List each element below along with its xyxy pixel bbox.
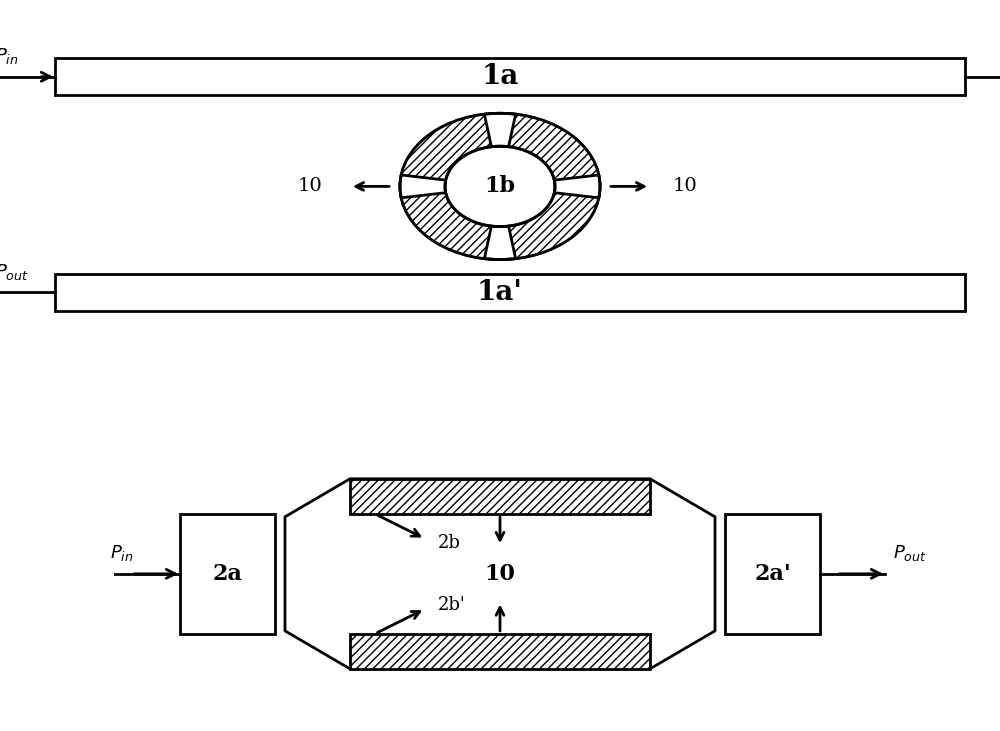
Text: 2a': 2a'	[754, 563, 791, 585]
Wedge shape	[400, 175, 446, 198]
Text: 2b': 2b'	[438, 596, 466, 613]
Bar	[350, 479, 650, 514]
Wedge shape	[484, 226, 516, 260]
Text: 10: 10	[298, 178, 322, 195]
Bar	[55, 274, 965, 311]
Wedge shape	[484, 113, 516, 147]
Text: 10: 10	[485, 563, 515, 585]
Bar	[350, 634, 650, 669]
Bar	[725, 514, 820, 634]
Bar	[55, 58, 965, 95]
Text: 10: 10	[673, 178, 697, 195]
Bar	[180, 514, 275, 634]
Polygon shape	[285, 479, 715, 669]
Text: $P_{out}$: $P_{out}$	[893, 543, 927, 564]
Text: 1a: 1a	[481, 64, 519, 90]
Text: $P_{out}$: $P_{out}$	[0, 262, 29, 282]
Text: 2a: 2a	[213, 563, 242, 585]
Text: 2b: 2b	[438, 534, 461, 552]
Text: 1a': 1a'	[477, 279, 523, 306]
Text: 1b: 1b	[484, 175, 516, 197]
Text: $P_{in}$: $P_{in}$	[110, 543, 133, 564]
Wedge shape	[554, 175, 600, 198]
Circle shape	[400, 113, 600, 260]
Text: $P_{in}$: $P_{in}$	[0, 46, 18, 67]
Circle shape	[400, 113, 600, 260]
Circle shape	[445, 146, 555, 227]
